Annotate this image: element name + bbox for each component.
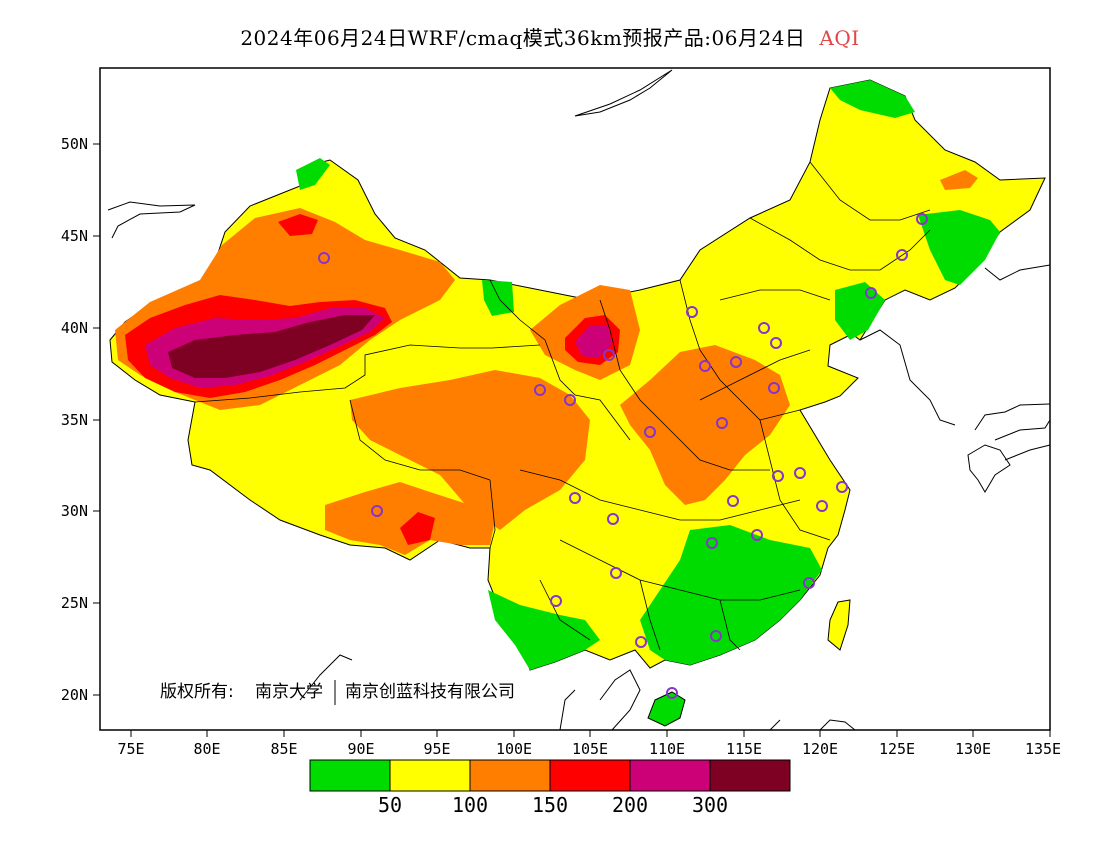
colorbar-swatch: [549, 759, 631, 792]
latitude-axis: 50N 45N 40N 35N 30N 25N 20N: [61, 135, 100, 704]
region-green-north-inner: [482, 280, 514, 316]
station-marker: [865, 287, 877, 299]
lat-label: 20N: [61, 686, 88, 704]
station-marker: [710, 630, 722, 642]
lon-label: 105E: [572, 740, 608, 758]
copyright-org1: 南京大学: [255, 682, 323, 702]
lat-label: 45N: [61, 227, 88, 245]
station-marker: [758, 322, 770, 334]
region-green-liaoning: [835, 282, 885, 340]
lon-label: 125E: [879, 740, 915, 758]
region-red-tibet: [400, 512, 435, 545]
station-marker: [534, 384, 546, 396]
lat-label: 30N: [61, 502, 88, 520]
station-marker: [607, 513, 619, 525]
lon-label: 90E: [347, 740, 374, 758]
station-marker: [751, 529, 763, 541]
station-marker: [569, 492, 581, 504]
colorbar-swatch: [629, 759, 711, 792]
lon-label: 135E: [1025, 740, 1061, 758]
station-marker: [564, 394, 576, 406]
station-marker: [318, 252, 330, 264]
region-green-xinjiang: [296, 158, 330, 190]
station-marker: [770, 337, 782, 349]
colorbar-swatch: [309, 759, 391, 792]
station-marker: [803, 577, 815, 589]
region-green-south: [640, 525, 822, 665]
copyright: 版权所有: 南京大学 南京创蓝科技有限公司: [160, 680, 515, 705]
aqi-colorbar: 50 100 150 200 300: [309, 759, 791, 817]
station-marker: [816, 500, 828, 512]
station-marker: [635, 636, 647, 648]
lon-label: 95E: [423, 740, 450, 758]
region-green-southwest: [488, 590, 600, 670]
lat-label: 25N: [61, 594, 88, 612]
copyright-org2: 南京创蓝科技有限公司: [345, 682, 515, 702]
lon-label: 120E: [802, 740, 838, 758]
colorbar-label: 300: [692, 793, 728, 817]
colorbar-swatch: [709, 759, 791, 792]
station-marker: [666, 687, 678, 699]
station-markers: [318, 213, 928, 699]
station-marker: [896, 249, 908, 261]
station-marker: [730, 356, 742, 368]
station-marker: [371, 505, 383, 517]
map-title: 2024年06月24日WRF/cmaq模式36km预报产品:06月24日 AQI: [0, 22, 1100, 51]
lon-label: 100E: [496, 740, 532, 758]
lon-label: 85E: [270, 740, 297, 758]
station-marker: [916, 213, 928, 225]
lon-label: 75E: [117, 740, 144, 758]
station-marker: [836, 481, 848, 493]
lon-label: 80E: [193, 740, 220, 758]
station-marker: [772, 470, 784, 482]
title-main: 2024年06月24日WRF/cmaq模式36km预报产品:06月24日: [240, 26, 806, 50]
hainan-island: [647, 691, 686, 727]
colorbar-label: 100: [452, 793, 488, 817]
colorbar-swatch: [389, 759, 471, 792]
lon-label: 110E: [649, 740, 685, 758]
station-marker: [727, 495, 739, 507]
region-orange-central: [620, 345, 790, 505]
colorbar-label: 50: [378, 793, 402, 817]
station-marker: [706, 537, 718, 549]
lat-label: 50N: [61, 135, 88, 153]
region-red-xinjiang-north: [278, 214, 318, 236]
region-orange-northeast: [940, 170, 978, 190]
region-orange-tibet-north: [350, 370, 590, 530]
lon-label: 130E: [955, 740, 991, 758]
station-marker: [686, 306, 698, 318]
copyright-owner-label: 版权所有:: [160, 682, 234, 702]
taiwan-island: [827, 599, 851, 651]
station-marker: [699, 360, 711, 372]
province-borders: [194, 161, 931, 651]
colorbar-swatch: [469, 759, 551, 792]
colorbar-label: 150: [532, 793, 568, 817]
title-variable: AQI: [819, 26, 860, 50]
neighbor-outlines: [107, 69, 1051, 731]
lat-label: 35N: [61, 411, 88, 429]
station-marker: [716, 417, 728, 429]
station-marker: [794, 467, 806, 479]
station-marker: [603, 349, 615, 361]
region-purple-ningxia: [575, 325, 612, 358]
lat-label: 40N: [61, 319, 88, 337]
region-maroon-taklimakan: [168, 315, 375, 378]
region-orange-tibet-south: [325, 482, 495, 555]
region-green-northeast: [918, 210, 1000, 285]
station-marker: [644, 426, 656, 438]
colorbar-label: 200: [612, 793, 648, 817]
longitude-axis: 75E 80E 85E 90E 95E 100E 105E 110E 115E …: [117, 730, 1061, 758]
station-marker: [550, 595, 562, 607]
station-marker: [768, 382, 780, 394]
lon-label: 115E: [726, 740, 762, 758]
station-marker: [610, 567, 622, 579]
region-green-northeast-top: [830, 80, 915, 118]
